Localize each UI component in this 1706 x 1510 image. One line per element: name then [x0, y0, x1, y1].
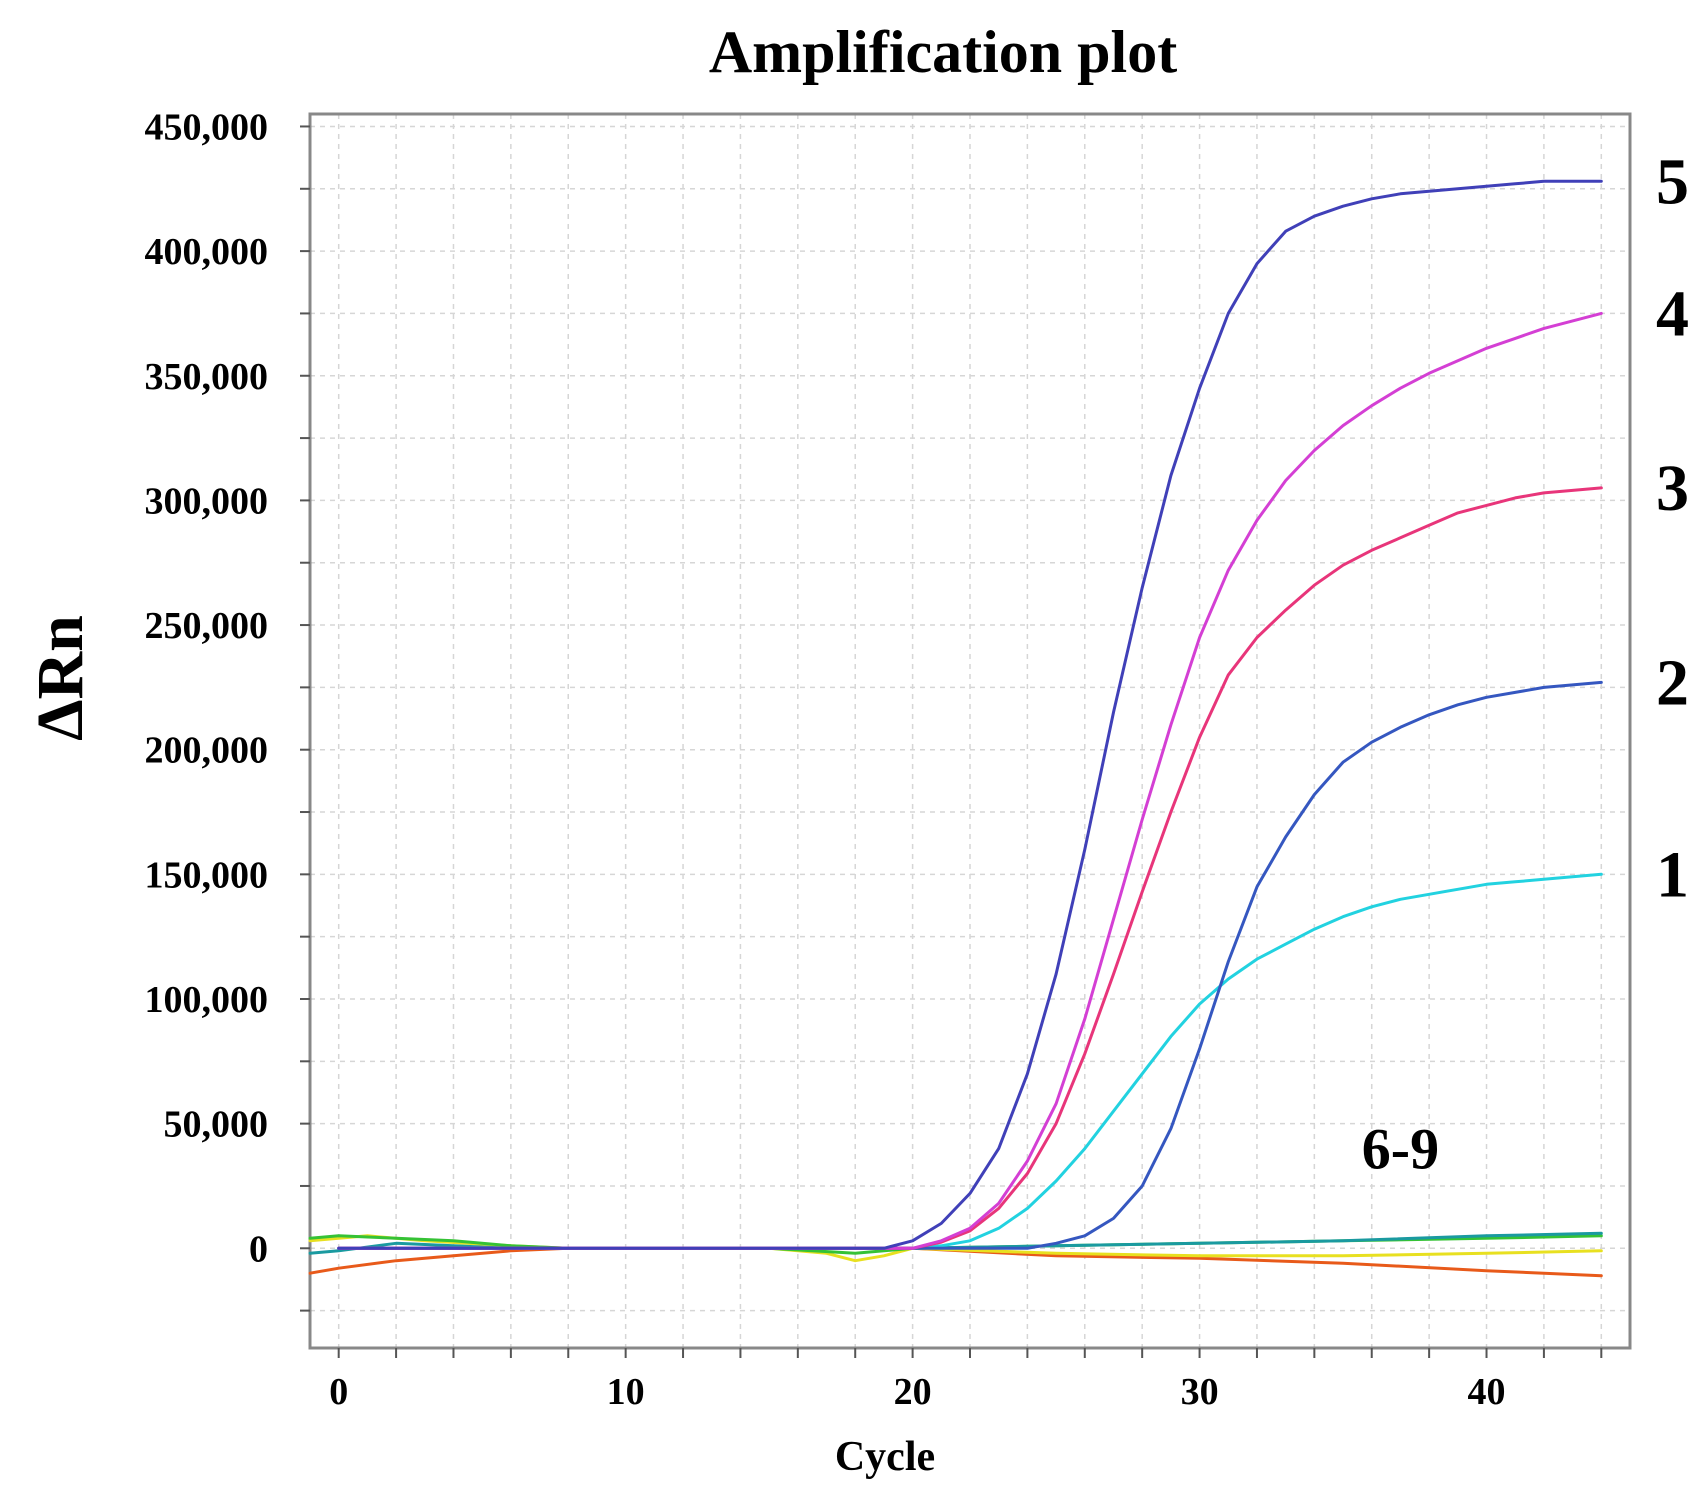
y-axis-label: ΔRn [24, 615, 97, 741]
axis-ticks: 0 50,000 100,000 150,000 200,000 250,000 300,0… [145, 106, 1603, 1413]
y-tick-label: 300,000 [145, 480, 269, 522]
series-line-1 [337, 872, 1603, 1250]
annotation-label: 6-9 [1362, 1117, 1439, 1182]
y-tick-label: 100,000 [145, 979, 269, 1021]
curve-label-4: 4 [1656, 277, 1689, 350]
y-tick-label: 0 [249, 1228, 268, 1270]
chart-title: Amplification plot [709, 19, 1177, 85]
y-tick-label: 200,000 [145, 730, 269, 772]
series-line-5 [337, 179, 1603, 1250]
y-tick-label: 350,000 [145, 356, 269, 398]
series-line-2 [337, 680, 1603, 1250]
y-tick-label: 50,000 [164, 1104, 269, 1146]
y-tick-label: 250,000 [145, 605, 269, 647]
x-tick-label: 10 [607, 1371, 645, 1413]
y-tick-label: 400,000 [145, 231, 269, 273]
curve-label-5: 5 [1656, 145, 1689, 218]
series-lines [308, 179, 1603, 1278]
y-tick-label: 450,000 [145, 106, 269, 148]
series-line-9 [308, 1246, 1603, 1278]
y-tick-label: 150,000 [145, 854, 269, 896]
curve-label-3: 3 [1656, 452, 1689, 525]
grid [310, 114, 1630, 1348]
x-tick-label: 30 [1181, 1371, 1219, 1413]
x-tick-label: 20 [894, 1371, 932, 1413]
curve-label-1: 1 [1656, 838, 1689, 911]
curve-labels: 5 4 3 2 1 6-9 [1362, 145, 1689, 1181]
x-axis-label: Cycle [835, 1434, 935, 1480]
curve-label-2: 2 [1656, 646, 1689, 719]
x-tick-label: 40 [1468, 1371, 1506, 1413]
series-line-4 [337, 311, 1603, 1250]
x-tick-label: 0 [329, 1371, 348, 1413]
